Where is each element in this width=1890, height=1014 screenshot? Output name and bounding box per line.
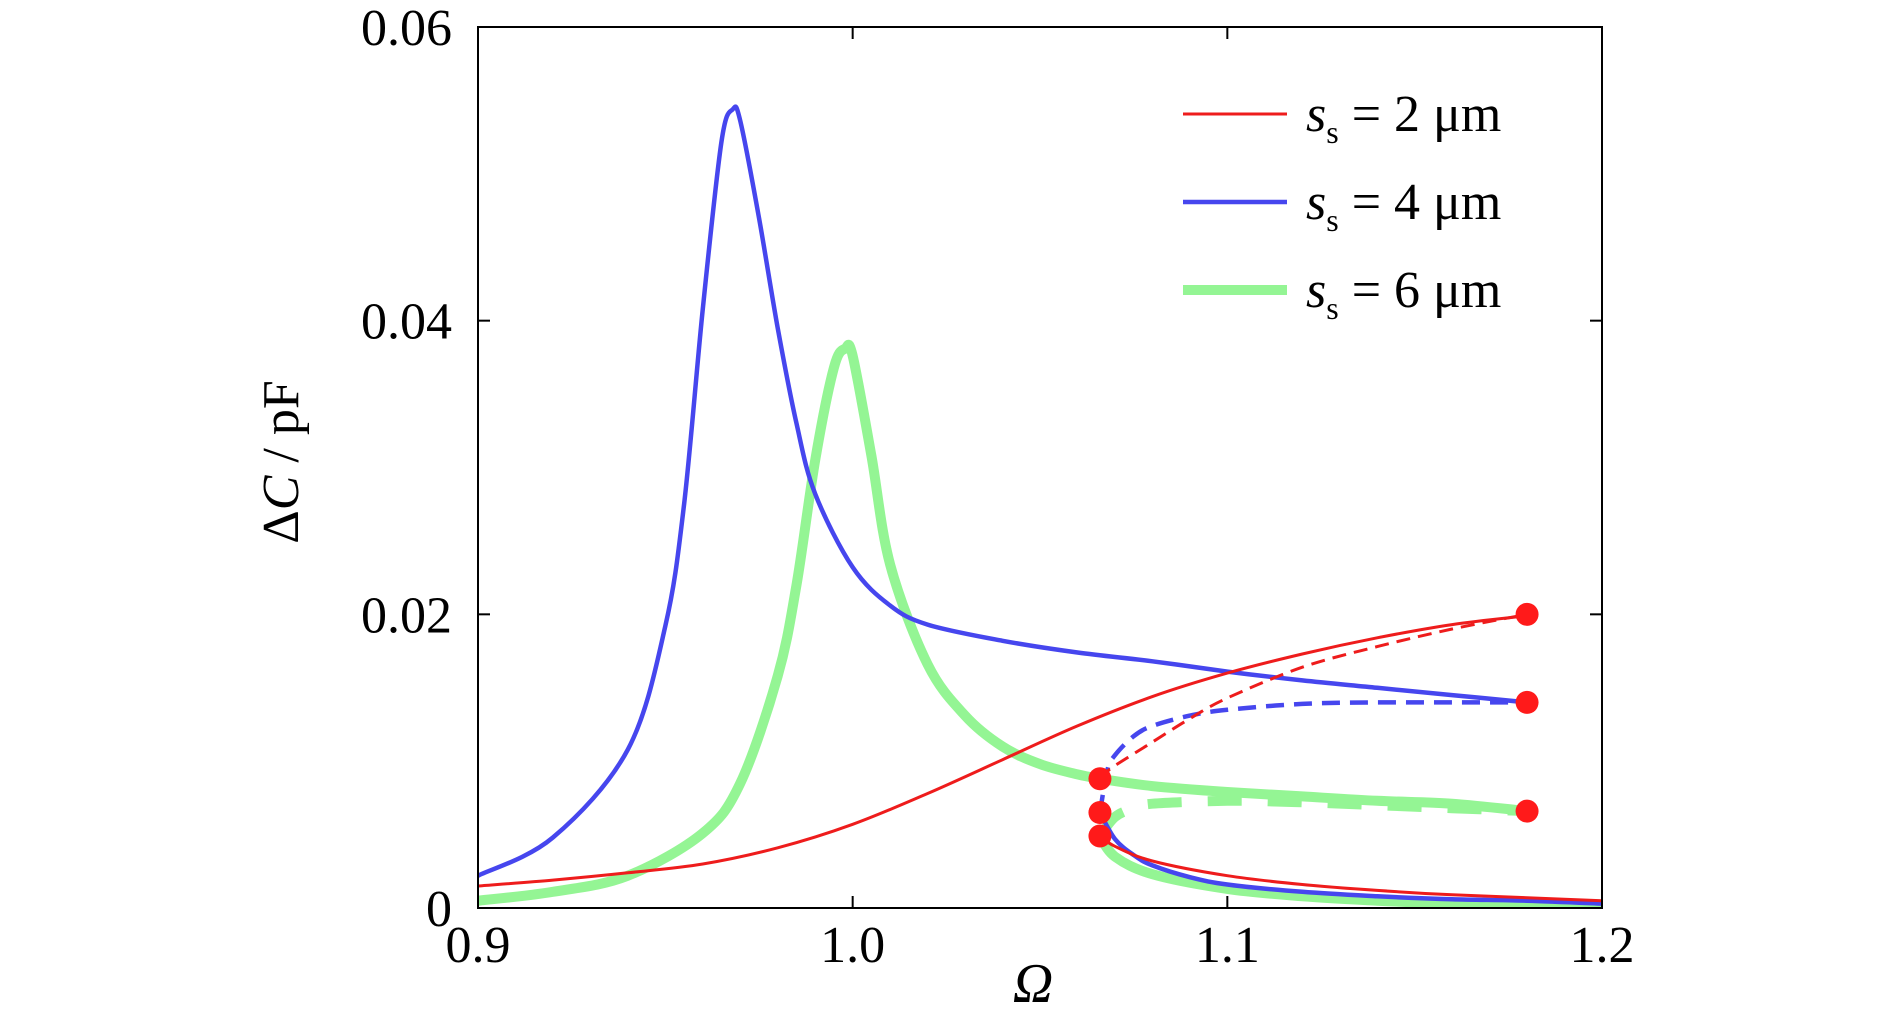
x-tick-label: 0.9 [446, 917, 511, 974]
series-line-1 [1095, 795, 1528, 840]
x-tick-label: 1.1 [1195, 917, 1260, 974]
y-tick-label: 0.06 [361, 0, 452, 57]
legend-subscript: s [1326, 202, 1338, 238]
legend-entry-2: ss = 6 μm [1306, 262, 1501, 326]
series-line-4 [478, 104, 1530, 878]
y-axis-label-variable: C [253, 474, 310, 510]
tick-layer: 0.9 1.0 1.1 1.2 0 0.02 0.04 0.06 [361, 0, 1635, 974]
y-tick-label: 0 [426, 881, 452, 938]
legend-variable: s [1306, 262, 1326, 319]
y-axis-label-unit: / pF [253, 380, 310, 475]
legend-value: = 2 μm [1339, 86, 1502, 143]
legend-entry-0: ss = 2 μm [1306, 86, 1501, 150]
x-tick-label: 1.2 [1570, 917, 1635, 974]
bifurcation-point-5 [1515, 799, 1539, 823]
series-line-3 [1094, 831, 1602, 908]
bifurcation-point-1 [1088, 801, 1112, 825]
y-axis-label-prefix: Δ [253, 510, 310, 543]
legend-entry-1: ss = 4 μm [1306, 174, 1501, 238]
bifurcation-point-2 [1088, 824, 1112, 848]
bifurcation-point-3 [1515, 602, 1539, 626]
legend-value: = 6 μm [1339, 262, 1502, 319]
y-tick-label: 0.02 [361, 587, 452, 644]
y-tick-label: 0.04 [361, 294, 452, 351]
series-line-2 [1094, 773, 1533, 817]
bifurcation-point-0 [1088, 767, 1112, 791]
series-line-0 [478, 339, 1105, 906]
y-axis-label: ΔC / pF [253, 380, 310, 544]
series-line-7 [478, 614, 1529, 888]
legend-value: = 4 μm [1339, 174, 1502, 231]
x-tick-label: 1.0 [820, 917, 885, 974]
bifurcation-point-4 [1515, 690, 1539, 714]
marker-layer [1088, 602, 1539, 848]
legend-variable: s [1306, 174, 1326, 231]
legend-variable: s [1306, 86, 1326, 143]
plot-frame [477, 26, 1603, 909]
legend-subscript: s [1326, 290, 1338, 326]
series-line-9 [1098, 834, 1602, 903]
series-line-8 [1098, 612, 1528, 780]
legend-subscript: s [1326, 114, 1338, 150]
series-layer [478, 104, 1602, 908]
x-axis-label: Ω [1013, 953, 1054, 1009]
